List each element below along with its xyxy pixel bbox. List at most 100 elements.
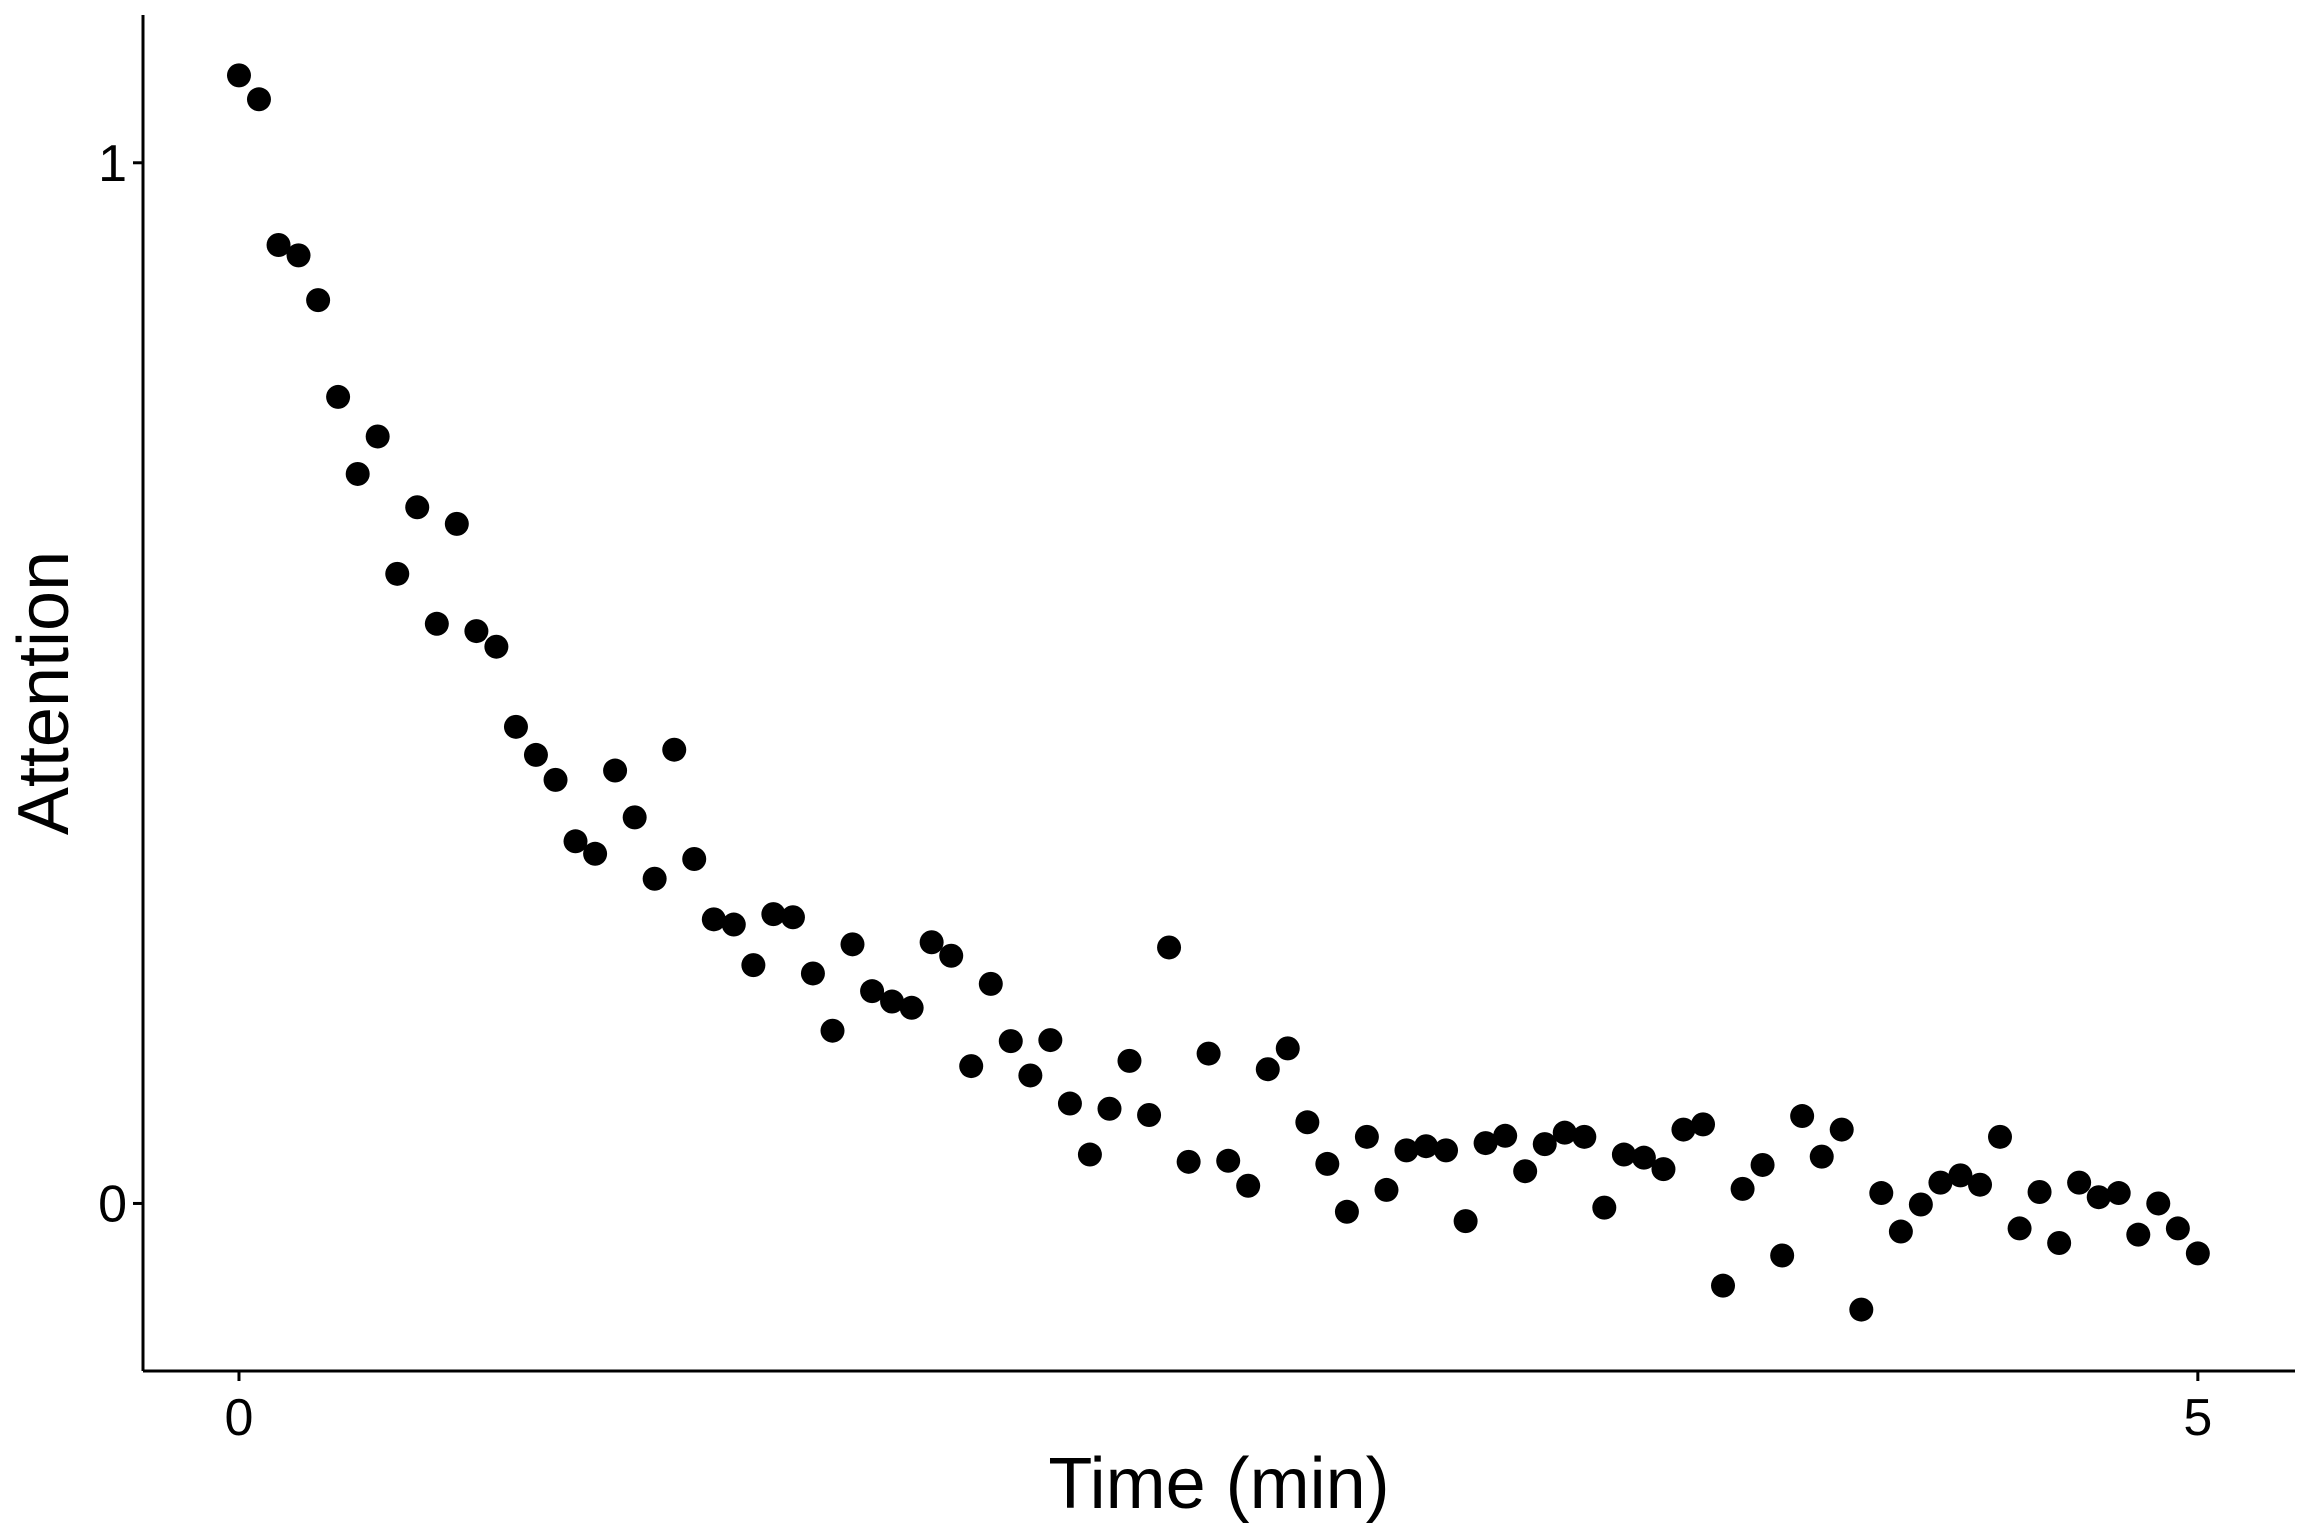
- point: [860, 979, 885, 1004]
- point: [1414, 1134, 1439, 1159]
- point: [1334, 1199, 1359, 1224]
- point: [1315, 1151, 1340, 1176]
- point: [2027, 1180, 2052, 1205]
- point: [899, 995, 924, 1020]
- point: [385, 561, 410, 586]
- point: [2165, 1216, 2190, 1241]
- point: [1354, 1124, 1379, 1149]
- point: [1493, 1123, 1518, 1148]
- point: [326, 384, 351, 409]
- point: [1196, 1041, 1221, 1066]
- point: [405, 495, 430, 520]
- point: [978, 971, 1003, 996]
- point: [1453, 1209, 1478, 1234]
- point: [1077, 1142, 1102, 1167]
- point: [1394, 1138, 1419, 1163]
- point: [464, 619, 489, 644]
- point: [820, 1018, 845, 1043]
- point: [246, 87, 271, 112]
- point: [306, 288, 331, 313]
- point: [1750, 1152, 1775, 1177]
- point: [523, 742, 548, 767]
- point: [780, 905, 805, 930]
- point: [484, 634, 509, 659]
- point: [503, 714, 528, 739]
- point: [1671, 1117, 1696, 1142]
- point: [2146, 1191, 2171, 1216]
- y-axis-title: Attention: [4, 551, 84, 835]
- point: [1057, 1091, 1082, 1116]
- point: [1730, 1176, 1755, 1201]
- point: [1691, 1112, 1716, 1137]
- y-tick-label: 1: [98, 135, 127, 193]
- x-tick-label: 5: [2183, 1389, 2212, 1447]
- point: [563, 829, 588, 854]
- point: [1255, 1057, 1280, 1082]
- point: [226, 63, 251, 88]
- point: [1018, 1063, 1043, 1088]
- point: [1216, 1148, 1241, 1173]
- point: [2126, 1222, 2151, 1247]
- point: [2067, 1170, 2092, 1195]
- point: [444, 511, 469, 536]
- point: [1275, 1036, 1300, 1061]
- point: [543, 767, 568, 792]
- point: [2185, 1241, 2210, 1266]
- point: [1829, 1117, 1854, 1142]
- point: [1097, 1096, 1122, 1121]
- point: [919, 930, 944, 955]
- point: [1038, 1028, 1063, 1053]
- point: [345, 461, 370, 486]
- point: [2106, 1181, 2131, 1206]
- point: [998, 1029, 1023, 1054]
- point: [1908, 1192, 1933, 1217]
- point: [1552, 1120, 1577, 1145]
- x-tick-label: 0: [225, 1389, 254, 1447]
- point: [1631, 1145, 1656, 1170]
- point: [424, 611, 449, 636]
- point: [1651, 1157, 1676, 1182]
- point: [1137, 1102, 1162, 1127]
- point: [622, 805, 647, 830]
- point: [741, 953, 766, 978]
- point: [1809, 1144, 1834, 1169]
- point: [1869, 1181, 1894, 1206]
- point: [365, 424, 390, 449]
- point: [2007, 1216, 2032, 1241]
- point: [1532, 1132, 1557, 1157]
- point: [1117, 1048, 1142, 1073]
- point: [840, 932, 865, 957]
- point: [1473, 1131, 1498, 1156]
- point: [1888, 1219, 1913, 1244]
- point: [1295, 1110, 1320, 1135]
- point: [266, 232, 291, 257]
- point: [1968, 1172, 1993, 1197]
- point: [2086, 1185, 2111, 1210]
- point: [1236, 1173, 1261, 1198]
- point: [800, 961, 825, 986]
- point: [1434, 1138, 1459, 1163]
- x-axis-title: Time (min): [1048, 1444, 1389, 1524]
- y-tick-label: 0: [98, 1175, 127, 1233]
- point: [1928, 1170, 1953, 1195]
- point: [642, 866, 667, 891]
- point: [1572, 1124, 1597, 1149]
- point: [1157, 935, 1182, 960]
- point: [1849, 1297, 1874, 1322]
- point: [1948, 1163, 1973, 1188]
- point: [701, 907, 726, 932]
- point: [1374, 1177, 1399, 1202]
- point: [1790, 1104, 1815, 1129]
- point: [2047, 1230, 2072, 1255]
- point: [1611, 1142, 1636, 1167]
- point: [1176, 1149, 1201, 1174]
- point: [286, 243, 311, 268]
- point: [583, 841, 608, 866]
- point: [682, 846, 707, 871]
- point: [1513, 1159, 1538, 1184]
- point: [761, 902, 786, 927]
- point: [939, 943, 964, 968]
- point: [1770, 1243, 1795, 1268]
